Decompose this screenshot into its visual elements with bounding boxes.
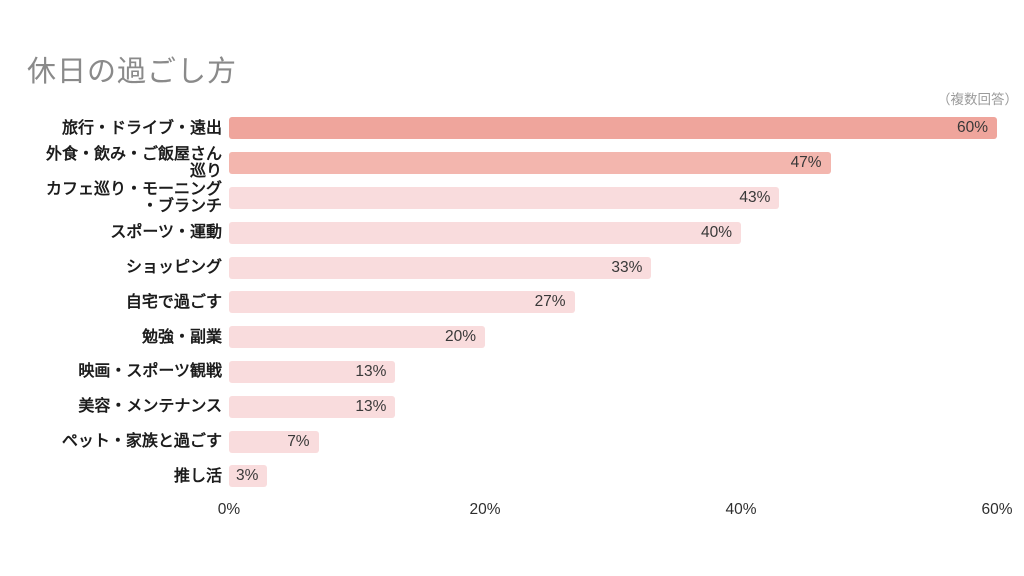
- bar: 7%: [229, 430, 319, 453]
- bar-row: カフェ巡り・モーニング ・ブランチ 43%: [20, 181, 997, 216]
- bar-row: ショッピング 33%: [20, 250, 997, 285]
- bar-value-label: 13%: [355, 362, 387, 380]
- category-label: 勉強・副業: [141, 328, 222, 346]
- bar-row: 美容・メンテナンス 13%: [20, 389, 997, 424]
- bar-value-label: 3%: [235, 467, 259, 485]
- bar-track: 47%: [229, 152, 997, 175]
- bar-chart: 旅行・ドライブ・遠出 60% 外食・飲み・ご飯屋さん 巡り 47% カフェ巡り・モーニン…: [20, 111, 997, 494]
- bar-track: 40%: [229, 221, 997, 244]
- bar-value-label: 33%: [611, 258, 643, 276]
- category-label: 旅行・ドライブ・遠出: [61, 119, 222, 137]
- bar-row: 勉強・副業 20%: [20, 320, 997, 355]
- category-label: 外食・飲み・ご飯屋さん 巡り: [45, 145, 222, 181]
- category-label: 推し活: [173, 467, 222, 485]
- bar: 47%: [229, 152, 831, 175]
- x-axis-tick-label: 20%: [469, 501, 501, 518]
- bar-track: 13%: [229, 395, 997, 418]
- bar-row: スポーツ・運動 40%: [20, 215, 997, 250]
- x-axis: 0% 20% 40% 60%: [218, 501, 1013, 523]
- bar: 20%: [229, 326, 485, 349]
- bar: 13%: [229, 360, 396, 383]
- bar-value-label: 60%: [956, 119, 988, 137]
- category-label: カフェ巡り・モーニング ・ブランチ: [45, 180, 222, 215]
- bar-value-label: 20%: [444, 328, 476, 346]
- bar-row: ペット・家族と過ごす 7%: [20, 424, 997, 459]
- category-label: 映画・スポーツ観戦: [78, 363, 222, 381]
- category-label: 美容・メンテナンス: [78, 398, 222, 416]
- bar: 40%: [229, 221, 741, 244]
- bar-value-label: 40%: [700, 223, 732, 241]
- bar-track: 60%: [229, 117, 997, 140]
- category-label: ペット・家族と過ごす: [61, 432, 222, 450]
- category-label: ショッピング: [125, 258, 222, 276]
- bar-track: 7%: [229, 430, 997, 453]
- bar: 13%: [229, 395, 396, 418]
- bar-row: 旅行・ドライブ・遠出 60%: [20, 111, 997, 146]
- bar-value-label: 47%: [790, 154, 822, 172]
- bar: 33%: [229, 256, 652, 279]
- category-label: スポーツ・運動: [110, 224, 222, 242]
- category-label: 自宅で過ごす: [125, 293, 222, 311]
- chart-title: 休日の過ごし方: [27, 56, 238, 88]
- bar-track: 27%: [229, 291, 997, 314]
- bar: 3%: [229, 465, 268, 488]
- x-axis-tick-label: 60%: [981, 501, 1013, 518]
- bar-value-label: 43%: [739, 188, 771, 206]
- bar-row: 推し活 3%: [20, 459, 997, 494]
- bar-track: 3%: [229, 465, 997, 488]
- bar-track: 20%: [229, 326, 997, 349]
- bar-value-label: 13%: [355, 397, 387, 415]
- bar-row: 外食・飲み・ご飯屋さん 巡り 47%: [20, 146, 997, 181]
- bar-track: 13%: [229, 360, 997, 383]
- x-axis-tick-label: 40%: [725, 501, 757, 518]
- bar-value-label: 27%: [534, 293, 566, 311]
- bar: 60%: [229, 117, 997, 140]
- bar: 43%: [229, 186, 780, 209]
- bar-row: 自宅で過ごす 27%: [20, 285, 997, 320]
- bar-row: 映画・スポーツ観戦 13%: [20, 355, 997, 390]
- bar-track: 33%: [229, 256, 997, 279]
- multiple-answers-note: （複数回答）: [937, 92, 1018, 107]
- bar-value-label: 7%: [287, 432, 310, 450]
- bar-track: 43%: [229, 186, 997, 209]
- bar: 27%: [229, 291, 575, 314]
- x-axis-tick-label: 0%: [217, 501, 241, 518]
